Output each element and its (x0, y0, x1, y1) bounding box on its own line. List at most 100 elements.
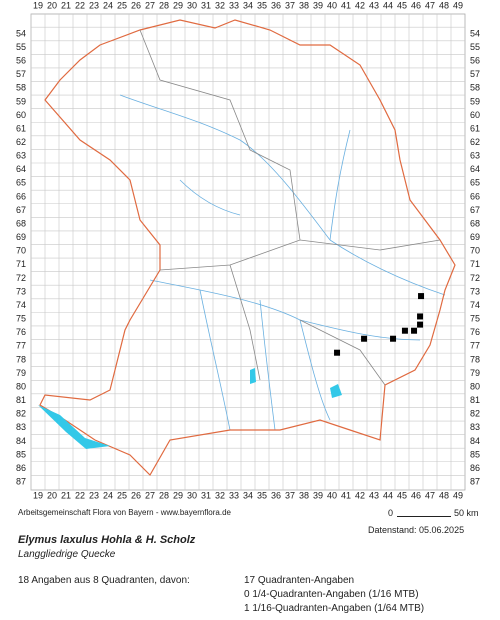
row-label: 81 (470, 395, 480, 405)
column-label: 25 (117, 490, 127, 500)
column-label: 22 (75, 490, 85, 500)
row-label: 55 (470, 42, 480, 52)
row-label: 77 (470, 341, 480, 351)
row-label: 85 (16, 449, 26, 459)
row-label: 57 (16, 69, 26, 79)
column-label: 43 (369, 490, 379, 500)
column-label: 30 (187, 490, 197, 500)
column-label: 45 (397, 490, 407, 500)
column-label: 48 (439, 490, 449, 500)
column-label: 37 (285, 0, 295, 10)
column-label: 26 (131, 490, 141, 500)
row-label: 64 (470, 164, 480, 174)
column-label: 37 (285, 490, 295, 500)
column-label: 41 (341, 0, 351, 10)
row-label: 69 (16, 232, 26, 242)
column-label: 28 (159, 490, 169, 500)
scale-start: 0 (388, 508, 394, 518)
species: Elymus laxulus Hohla & H. Scholz (18, 534, 196, 546)
column-label: 47 (425, 0, 435, 10)
frame (30, 13, 466, 491)
row-label: 87 (470, 477, 480, 487)
column-label: 19 (33, 0, 43, 10)
occurrence (361, 335, 368, 342)
occurrence (417, 321, 424, 328)
column-label: 24 (103, 490, 113, 500)
row-label: 84 (16, 436, 26, 446)
occurrence (390, 335, 397, 342)
row-label: 54 (16, 28, 26, 38)
column-label: 19 (33, 490, 43, 500)
row-label: 85 (470, 449, 480, 459)
column-label: 40 (327, 490, 337, 500)
row-label: 72 (470, 273, 480, 283)
row-label: 76 (470, 327, 480, 337)
column-label: 21 (61, 0, 71, 10)
column-label: 27 (145, 0, 155, 10)
row-label: 73 (16, 286, 26, 296)
column-label: 36 (271, 0, 281, 10)
map: 19 19 20 20 21 21 22 22 23 23 24 24 25 25 26 26 27 27 28 28… (16, 0, 480, 500)
rivers (119, 94, 446, 431)
row-label: 86 (16, 463, 26, 473)
scale-bar (397, 516, 451, 517)
detail: 17 Quadranten-Angaben (244, 575, 355, 586)
row-label: 59 (470, 96, 480, 106)
row-label: 71 (16, 259, 26, 269)
row-label: 59 (16, 96, 26, 106)
column-label: 38 (299, 0, 309, 10)
column-label: 41 (341, 490, 351, 500)
credit: Arbeitsgemeinschaft Flora von Bayern - w… (18, 508, 231, 517)
row-label: 67 (16, 205, 26, 215)
column-label: 34 (243, 0, 253, 10)
column-label: 23 (89, 490, 99, 500)
lake (38, 405, 110, 449)
row-label: 81 (16, 395, 26, 405)
row-label: 54 (470, 28, 480, 38)
row-label: 58 (470, 83, 480, 93)
column-label: 35 (257, 0, 267, 10)
row-label: 56 (16, 56, 26, 66)
column-label: 35 (257, 490, 267, 500)
detail: 0 1/4-Quadranten-Angaben (1/16 MTB) (244, 589, 419, 600)
column-label: 22 (75, 0, 85, 10)
date: Datenstand: 05.06.2025 (368, 525, 465, 535)
row-label: 60 (470, 110, 480, 120)
row-label: 87 (16, 477, 26, 487)
occurrence (417, 313, 424, 320)
row-label: 62 (16, 137, 26, 147)
column-label: 43 (369, 0, 379, 10)
column-label: 39 (313, 490, 323, 500)
lake (250, 368, 256, 384)
column-label: 32 (215, 0, 225, 10)
occurrence (334, 349, 341, 356)
row-label: 61 (470, 123, 480, 133)
column-label: 21 (61, 490, 71, 500)
row-label: 77 (16, 341, 26, 351)
row-label: 76 (16, 327, 26, 337)
row-label: 57 (470, 69, 480, 79)
scale-end: 50 km (454, 508, 479, 518)
column-label: 20 (47, 0, 57, 10)
row-label: 70 (16, 246, 26, 256)
column-label: 38 (299, 490, 309, 500)
row-label: 84 (470, 436, 480, 446)
column-label: 25 (117, 0, 127, 10)
column-label: 26 (131, 0, 141, 10)
state-border (39, 19, 456, 476)
row-label: 63 (16, 151, 26, 161)
row-label: 71 (470, 259, 480, 269)
row-label: 60 (16, 110, 26, 120)
row-label: 67 (470, 205, 480, 215)
row-label: 72 (16, 273, 26, 283)
row-label: 66 (16, 191, 26, 201)
column-label: 44 (383, 490, 393, 500)
column-label: 31 (201, 0, 211, 10)
row-label: 78 (470, 354, 480, 364)
column-label: 34 (243, 490, 253, 500)
row-label: 64 (16, 164, 26, 174)
column-label: 49 (453, 490, 463, 500)
column-label: 46 (411, 490, 421, 500)
column-label: 42 (355, 490, 365, 500)
